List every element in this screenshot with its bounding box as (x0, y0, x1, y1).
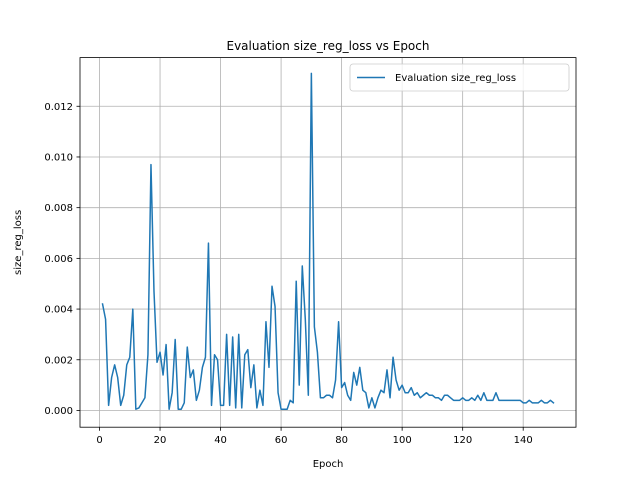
legend-box (349, 63, 570, 92)
y-tick-label: 0.012 (44, 102, 73, 113)
y-tick-label: 0.000 (44, 406, 73, 417)
y-tick-label: 0.010 (44, 152, 73, 163)
x-axis-ticks: 0 20 40 60 80 100 120 140 (96, 427, 533, 446)
x-tick-label: 80 (335, 435, 348, 446)
y-axis-ticks: 0.000 0.002 0.004 0.006 0.008 0.010 0.012 (44, 102, 80, 417)
y-axis-title: size_reg_loss (13, 210, 24, 275)
x-tick-label: 40 (214, 435, 227, 446)
legend: Evaluation size_reg_loss (349, 63, 570, 92)
series-line-0 (101, 72, 555, 410)
grid-lines (80, 57, 576, 428)
plot-area-background (80, 57, 576, 428)
y-tick-label: 0.002 (44, 355, 73, 366)
legend-entry: Evaluation size_reg_loss (395, 73, 516, 84)
x-tick-label: 100 (393, 435, 412, 446)
x-tick-label: 0 (96, 435, 102, 446)
x-axis-title: Epoch (313, 459, 344, 470)
plot-area-frame (79, 57, 577, 428)
y-tick-label: 0.004 (44, 305, 73, 316)
y-tick-label: 0.008 (44, 203, 73, 214)
x-tick-label: 140 (514, 435, 533, 446)
x-tick-label: 60 (275, 435, 288, 446)
x-tick-label: 20 (154, 435, 167, 446)
chart-title: Evaluation size_reg_loss vs Epoch (227, 39, 430, 53)
x-tick-label: 120 (453, 435, 472, 446)
y-tick-label: 0.006 (44, 254, 73, 265)
series-layer (101, 72, 555, 410)
